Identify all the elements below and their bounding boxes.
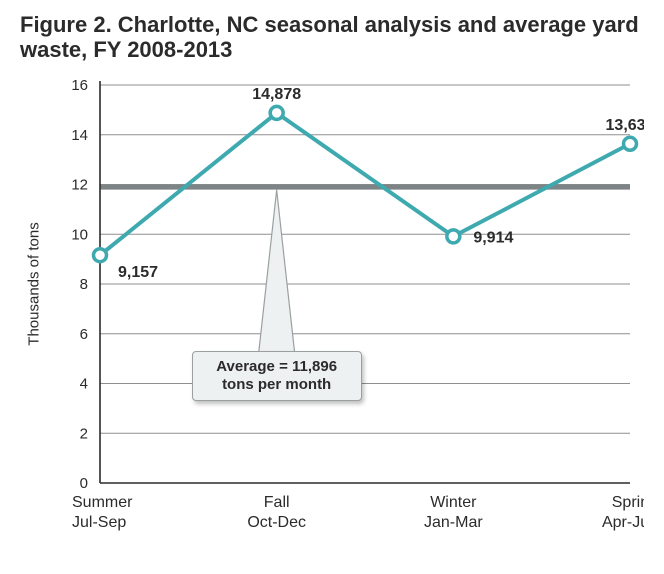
- svg-text:0: 0: [80, 475, 88, 492]
- svg-text:4: 4: [80, 375, 88, 392]
- figure-container: Figure 2. Charlotte, NC seasonal analysi…: [0, 0, 664, 574]
- chart-area: Thousands of tons 0 2 4 6 8 10 12 14 16 9,157 14,8…: [20, 73, 644, 553]
- svg-text:2: 2: [80, 425, 88, 442]
- svg-text:14: 14: [71, 126, 88, 143]
- svg-text:13,637: 13,637: [606, 116, 644, 133]
- svg-text:Spring: Spring: [612, 494, 644, 511]
- svg-text:8: 8: [80, 276, 88, 293]
- svg-text:Apr-Jun: Apr-Jun: [602, 514, 644, 531]
- figure-title: Figure 2. Charlotte, NC seasonal analysi…: [20, 12, 644, 63]
- svg-text:9,914: 9,914: [473, 229, 513, 246]
- svg-text:12: 12: [71, 176, 88, 193]
- svg-text:Fall: Fall: [264, 494, 290, 511]
- svg-text:6: 6: [80, 325, 88, 342]
- svg-text:Jan-Mar: Jan-Mar: [424, 514, 483, 531]
- svg-text:Summer: Summer: [72, 494, 133, 511]
- svg-text:Oct-Dec: Oct-Dec: [247, 514, 306, 531]
- svg-text:14,878: 14,878: [252, 86, 301, 103]
- average-annotation: Average = 11,896tons per month: [192, 351, 362, 401]
- chart-svg: 0 2 4 6 8 10 12 14 16 9,157 14,878 9,914 13,637 Summe…: [20, 73, 644, 553]
- svg-text:9,157: 9,157: [118, 264, 158, 281]
- y-axis-label: Thousands of tons: [26, 222, 43, 345]
- svg-text:16: 16: [71, 77, 88, 94]
- svg-text:Jul-Sep: Jul-Sep: [72, 514, 126, 531]
- svg-text:Winter: Winter: [430, 494, 477, 511]
- svg-text:10: 10: [71, 226, 88, 243]
